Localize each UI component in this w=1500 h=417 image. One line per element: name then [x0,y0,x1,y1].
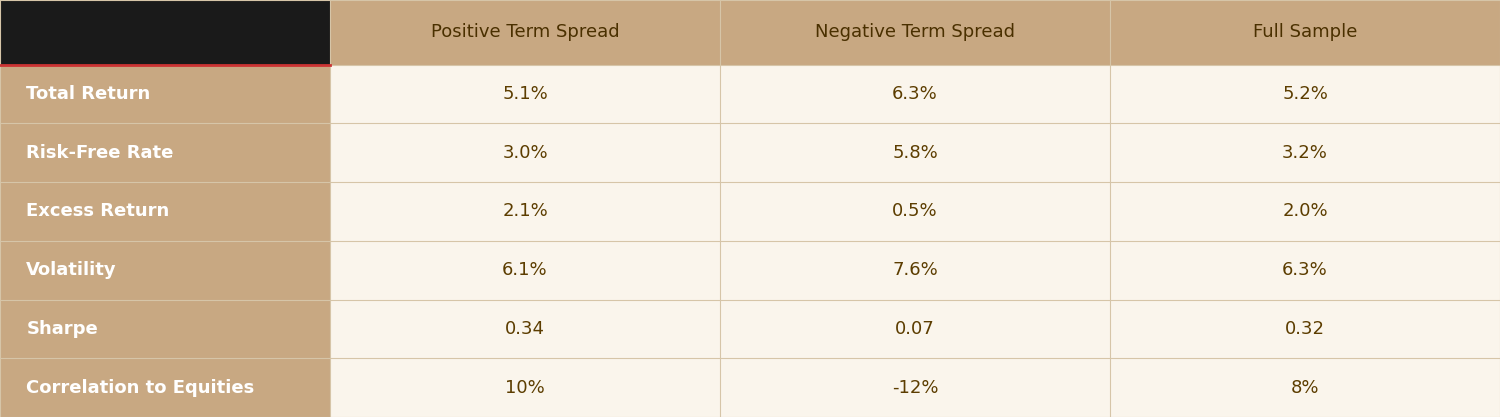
FancyBboxPatch shape [330,0,720,65]
FancyBboxPatch shape [0,299,330,358]
Text: Excess Return: Excess Return [27,203,170,221]
Text: Risk-Free Rate: Risk-Free Rate [27,144,174,162]
Text: 5.1%: 5.1% [503,85,548,103]
FancyBboxPatch shape [1110,0,1500,65]
FancyBboxPatch shape [0,182,330,241]
FancyBboxPatch shape [330,241,720,299]
Text: 0.07: 0.07 [896,320,934,338]
FancyBboxPatch shape [330,299,720,358]
FancyBboxPatch shape [720,123,1110,182]
FancyBboxPatch shape [720,299,1110,358]
FancyBboxPatch shape [0,358,330,417]
Text: 5.2%: 5.2% [1282,85,1328,103]
FancyBboxPatch shape [330,123,720,182]
FancyBboxPatch shape [720,241,1110,299]
Text: 5.8%: 5.8% [892,144,938,162]
FancyBboxPatch shape [720,65,1110,123]
FancyBboxPatch shape [1110,182,1500,241]
Text: -12%: -12% [891,379,939,397]
Text: 6.1%: 6.1% [503,261,548,279]
Text: 2.0%: 2.0% [1282,203,1328,221]
FancyBboxPatch shape [1110,123,1500,182]
Text: Sharpe: Sharpe [27,320,98,338]
FancyBboxPatch shape [1110,358,1500,417]
FancyBboxPatch shape [330,182,720,241]
FancyBboxPatch shape [0,0,330,65]
Text: 0.32: 0.32 [1286,320,1324,338]
FancyBboxPatch shape [720,358,1110,417]
Text: Full Sample: Full Sample [1252,23,1358,41]
FancyBboxPatch shape [330,358,720,417]
Text: 3.2%: 3.2% [1282,144,1328,162]
Text: 2.1%: 2.1% [503,203,548,221]
FancyBboxPatch shape [1110,65,1500,123]
FancyBboxPatch shape [720,0,1110,65]
FancyBboxPatch shape [330,65,720,123]
Text: Negative Term Spread: Negative Term Spread [815,23,1016,41]
FancyBboxPatch shape [1110,299,1500,358]
Text: 0.5%: 0.5% [892,203,938,221]
Text: Total Return: Total Return [27,85,150,103]
Text: Positive Term Spread: Positive Term Spread [430,23,620,41]
Text: 0.34: 0.34 [506,320,544,338]
Text: 8%: 8% [1290,379,1320,397]
FancyBboxPatch shape [0,241,330,299]
FancyBboxPatch shape [0,123,330,182]
Text: 7.6%: 7.6% [892,261,938,279]
Text: 6.3%: 6.3% [1282,261,1328,279]
Text: 10%: 10% [506,379,544,397]
Text: 6.3%: 6.3% [892,85,938,103]
FancyBboxPatch shape [1110,241,1500,299]
Text: 3.0%: 3.0% [503,144,548,162]
FancyBboxPatch shape [0,65,330,123]
Text: Correlation to Equities: Correlation to Equities [27,379,255,397]
Text: Volatility: Volatility [27,261,117,279]
FancyBboxPatch shape [720,182,1110,241]
